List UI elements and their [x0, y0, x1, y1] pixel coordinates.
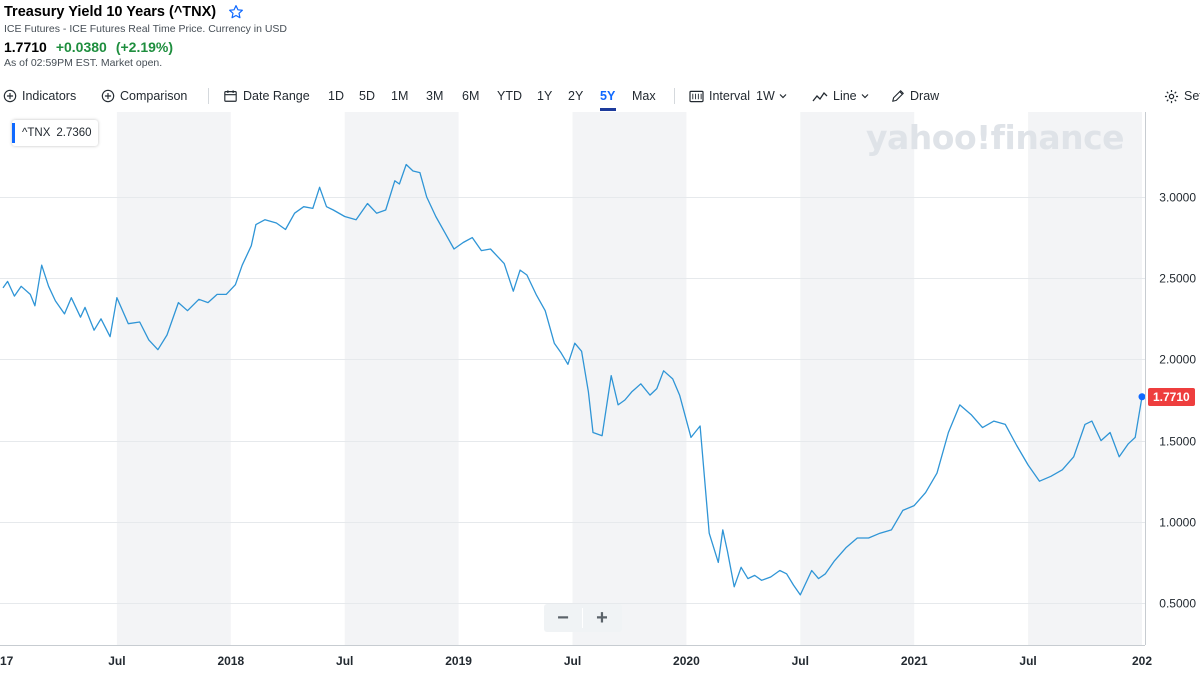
- star-icon[interactable]: [228, 4, 244, 20]
- draw-label: Draw: [910, 89, 940, 103]
- quote-header: Treasury Yield 10 Years (^TNX) ICE Futur…: [4, 2, 604, 69]
- legend-symbol: ^TNX: [22, 127, 51, 139]
- chart-toolbar: Indicators Comparison Date Range 1D 5D 1…: [0, 84, 1200, 108]
- date-range-button[interactable]: Date Range: [223, 84, 310, 108]
- price-change: +0.0380: [55, 39, 107, 55]
- last-price-tag: 1.7710: [1148, 388, 1195, 406]
- y-tick-label: 0.5000: [1159, 597, 1196, 611]
- x-tick-label: 17: [0, 654, 14, 668]
- current-price: 1.7710: [4, 39, 47, 55]
- x-tick-label: Jul: [108, 654, 125, 668]
- series-legend[interactable]: ^TNX 2.7360: [12, 120, 98, 146]
- range-6m[interactable]: 6M: [462, 89, 480, 103]
- x-tick-label: 2020: [673, 654, 700, 668]
- interval-button[interactable]: Interval 1W: [689, 84, 787, 108]
- range-5d[interactable]: 5D: [359, 89, 375, 103]
- range-max[interactable]: Max: [632, 89, 656, 103]
- gear-icon: [1164, 89, 1179, 103]
- plus-circle-icon: [101, 89, 115, 103]
- chevron-down-icon: [779, 94, 787, 99]
- zoom-controls: − +: [544, 604, 622, 632]
- interval-label: Interval: [709, 89, 750, 103]
- x-tick-label: 202: [1132, 654, 1152, 668]
- chart-type-label: Line: [833, 89, 857, 103]
- range-2y[interactable]: 2Y: [568, 89, 584, 103]
- draw-button[interactable]: Draw: [891, 84, 939, 108]
- x-tick-label: Jul: [564, 654, 581, 668]
- toolbar-divider: [208, 88, 209, 104]
- chart-type-button[interactable]: Line: [812, 84, 869, 108]
- settings-button[interactable]: Settings: [1164, 84, 1200, 108]
- exchange-info: ICE Futures - ICE Futures Real Time Pric…: [4, 23, 287, 35]
- line-chart-icon: [812, 91, 828, 102]
- toolbar-divider: [674, 88, 675, 104]
- time-band: [572, 112, 687, 645]
- settings-label: Settings: [1184, 89, 1200, 103]
- y-tick-label: 2.0000: [1159, 353, 1196, 367]
- zoom-in-button[interactable]: +: [596, 606, 608, 629]
- price-change-percent: (+2.19%): [115, 39, 174, 55]
- last-point-marker: [1138, 393, 1146, 401]
- date-range-label: Date Range: [243, 89, 310, 103]
- zoom-out-button[interactable]: −: [557, 606, 569, 629]
- shaded-bands: [116, 112, 1142, 645]
- chevron-down-icon: [861, 94, 869, 99]
- y-tick-label: 1.0000: [1159, 516, 1196, 530]
- active-range-indicator: [600, 108, 616, 111]
- y-tick-label: 3.0000: [1159, 191, 1196, 205]
- pencil-icon: [892, 90, 904, 102]
- indicators-button[interactable]: Indicators: [3, 84, 76, 108]
- indicators-label: Indicators: [22, 89, 77, 103]
- interval-value: 1W: [756, 89, 775, 103]
- range-1y[interactable]: 1Y: [537, 89, 553, 103]
- legend-color-bar: [12, 123, 15, 143]
- x-tick-label: Jul: [336, 654, 353, 668]
- calendar-icon: [224, 90, 237, 102]
- gridlines: [0, 197, 1145, 604]
- interval-icon: [689, 90, 704, 102]
- x-axis: 17 Jul 2018 Jul 2019 Jul 2020 Jul 2021 Jul 202: [0, 645, 1152, 668]
- y-tick-label: 1.5000: [1159, 435, 1196, 449]
- range-5y[interactable]: 5Y: [600, 89, 616, 103]
- yahoo-finance-watermark: yahoo!finance: [866, 118, 1125, 157]
- x-tick-label: 2021: [901, 654, 928, 668]
- range-1d[interactable]: 1D: [328, 89, 344, 103]
- legend-value: 2.7360: [56, 127, 92, 139]
- page-title: Treasury Yield 10 Years (^TNX): [4, 4, 217, 20]
- range-3m[interactable]: 3M: [426, 89, 444, 103]
- range-1m[interactable]: 1M: [391, 89, 409, 103]
- time-band: [800, 112, 915, 645]
- comparison-label: Comparison: [120, 89, 188, 103]
- y-axis: 3.0000 2.5000 2.0000 1.5000 1.0000 0.5000: [1145, 112, 1196, 645]
- time-band: [1028, 112, 1142, 645]
- x-tick-label: Jul: [1019, 654, 1036, 668]
- market-status: As of 02:59PM EST. Market open.: [4, 57, 163, 69]
- series-layer: [2, 163, 1146, 596]
- x-tick-label: 2019: [445, 654, 472, 668]
- time-band: [344, 112, 459, 645]
- time-band: [116, 112, 231, 645]
- comparison-button[interactable]: Comparison: [101, 84, 187, 108]
- range-ytd[interactable]: YTD: [497, 89, 522, 103]
- x-tick-label: 2018: [217, 654, 244, 668]
- y-tick-label: 2.5000: [1159, 272, 1196, 286]
- series-line-tnx: [2, 163, 1143, 596]
- x-tick-label: Jul: [792, 654, 809, 668]
- zoom-divider: [582, 608, 583, 628]
- plus-circle-icon: [3, 89, 17, 103]
